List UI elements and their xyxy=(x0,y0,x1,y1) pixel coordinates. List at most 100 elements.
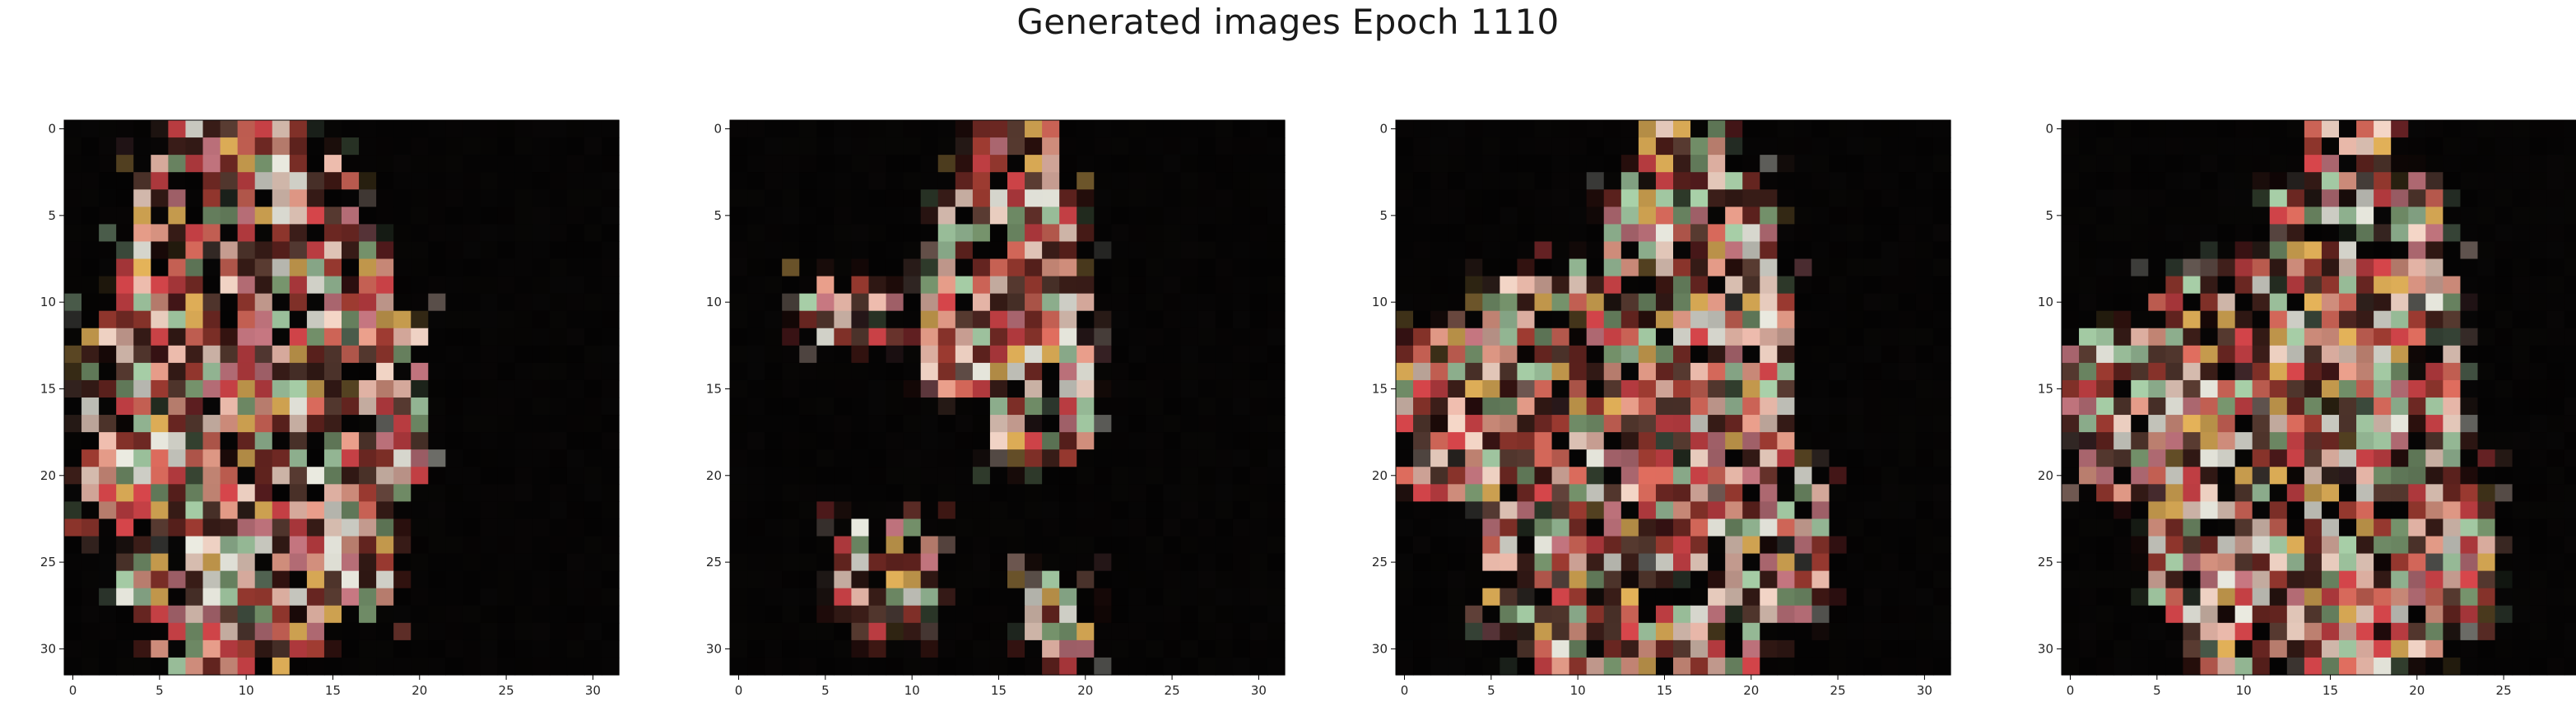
pixel xyxy=(1413,536,1431,555)
pixel xyxy=(1430,120,1448,138)
pixel xyxy=(463,449,481,467)
pixel xyxy=(376,362,394,381)
pixel xyxy=(151,501,169,520)
pixel xyxy=(2062,415,2080,433)
pixel xyxy=(782,398,800,416)
pixel xyxy=(566,258,585,277)
pixel xyxy=(2165,501,2184,520)
pixel xyxy=(765,622,783,641)
pixel xyxy=(2546,258,2565,277)
pixel xyxy=(1197,155,1216,173)
pixel xyxy=(2200,622,2219,641)
pixel xyxy=(851,224,870,243)
pixel xyxy=(730,570,748,589)
pixel xyxy=(1517,639,1536,658)
pixel xyxy=(2425,449,2443,467)
pixel xyxy=(1025,449,1043,467)
pixel xyxy=(202,639,221,658)
pixel xyxy=(2183,518,2202,537)
pixel xyxy=(306,189,325,207)
pixel xyxy=(1197,553,1216,572)
pixel xyxy=(886,328,904,346)
pixel xyxy=(2183,484,2202,502)
pixel xyxy=(584,553,602,572)
pixel xyxy=(1620,276,1639,295)
pixel xyxy=(1655,570,1674,589)
pixel xyxy=(202,241,221,260)
pixel xyxy=(1932,622,1951,641)
pixel xyxy=(64,657,82,676)
pixel xyxy=(799,345,817,364)
pixel xyxy=(1396,189,1414,207)
pixel xyxy=(2217,293,2236,312)
pixel xyxy=(903,536,922,555)
pixel xyxy=(2529,207,2548,225)
pixel xyxy=(1551,518,1570,537)
pixel xyxy=(323,398,342,416)
pixel xyxy=(868,328,887,346)
pixel xyxy=(1881,207,1899,225)
pixel xyxy=(601,310,620,329)
pixel xyxy=(342,310,360,329)
pixel xyxy=(99,432,117,450)
pixel xyxy=(1180,432,1199,450)
pixel xyxy=(1551,467,1570,485)
pixel xyxy=(1708,553,1726,572)
pixel xyxy=(2096,155,2114,173)
pixel xyxy=(1898,189,1917,207)
pixel xyxy=(2079,328,2097,346)
pixel xyxy=(1915,207,1934,225)
pixel xyxy=(566,293,585,312)
pixel xyxy=(2408,172,2426,190)
pixel xyxy=(2079,172,2097,190)
pixel xyxy=(1197,207,1216,225)
axes-frame xyxy=(1395,119,1951,676)
pixel xyxy=(834,449,853,467)
pixel xyxy=(2286,137,2305,156)
pixel xyxy=(2183,328,2202,346)
pixel xyxy=(272,207,291,225)
pixel xyxy=(1396,415,1414,433)
pixel xyxy=(1586,484,1605,502)
pixel xyxy=(566,310,585,329)
pixel xyxy=(2495,588,2513,607)
pixel xyxy=(2165,189,2184,207)
pixel xyxy=(1413,449,1431,467)
pixel xyxy=(359,501,377,520)
pixel xyxy=(2529,120,2548,138)
pixel xyxy=(1551,293,1570,312)
pixel xyxy=(2495,449,2513,467)
pixel xyxy=(1042,345,1060,364)
pixel xyxy=(1146,639,1165,658)
pixel xyxy=(1232,345,1251,364)
pixel xyxy=(1846,241,1865,260)
pixel xyxy=(2304,432,2323,450)
pixel xyxy=(1690,241,1709,260)
pixel xyxy=(1811,398,1830,416)
pixel xyxy=(1482,224,1500,243)
pixel xyxy=(1655,379,1674,398)
pixel xyxy=(1146,536,1165,555)
pixel xyxy=(1128,536,1147,555)
pixel xyxy=(1413,432,1431,450)
pixel xyxy=(2113,189,2132,207)
pixel xyxy=(1915,588,1934,607)
pixel xyxy=(1448,484,1466,502)
pixel xyxy=(1517,398,1536,416)
pixel xyxy=(1708,501,1726,520)
pixel xyxy=(989,605,1008,624)
pixel xyxy=(1846,484,1865,502)
y-tick-label: 15 xyxy=(1372,381,1388,396)
pixel xyxy=(1760,120,1778,138)
pixel xyxy=(2183,449,2202,467)
pixel xyxy=(463,622,481,641)
pixel xyxy=(920,310,939,329)
pixel xyxy=(2183,120,2202,138)
pixel xyxy=(1396,536,1414,555)
pixel xyxy=(237,467,256,485)
pixel xyxy=(1128,398,1147,416)
pixel xyxy=(2217,137,2236,156)
pixel xyxy=(1742,622,1760,641)
pixel xyxy=(2096,310,2114,329)
pixel xyxy=(2529,293,2548,312)
